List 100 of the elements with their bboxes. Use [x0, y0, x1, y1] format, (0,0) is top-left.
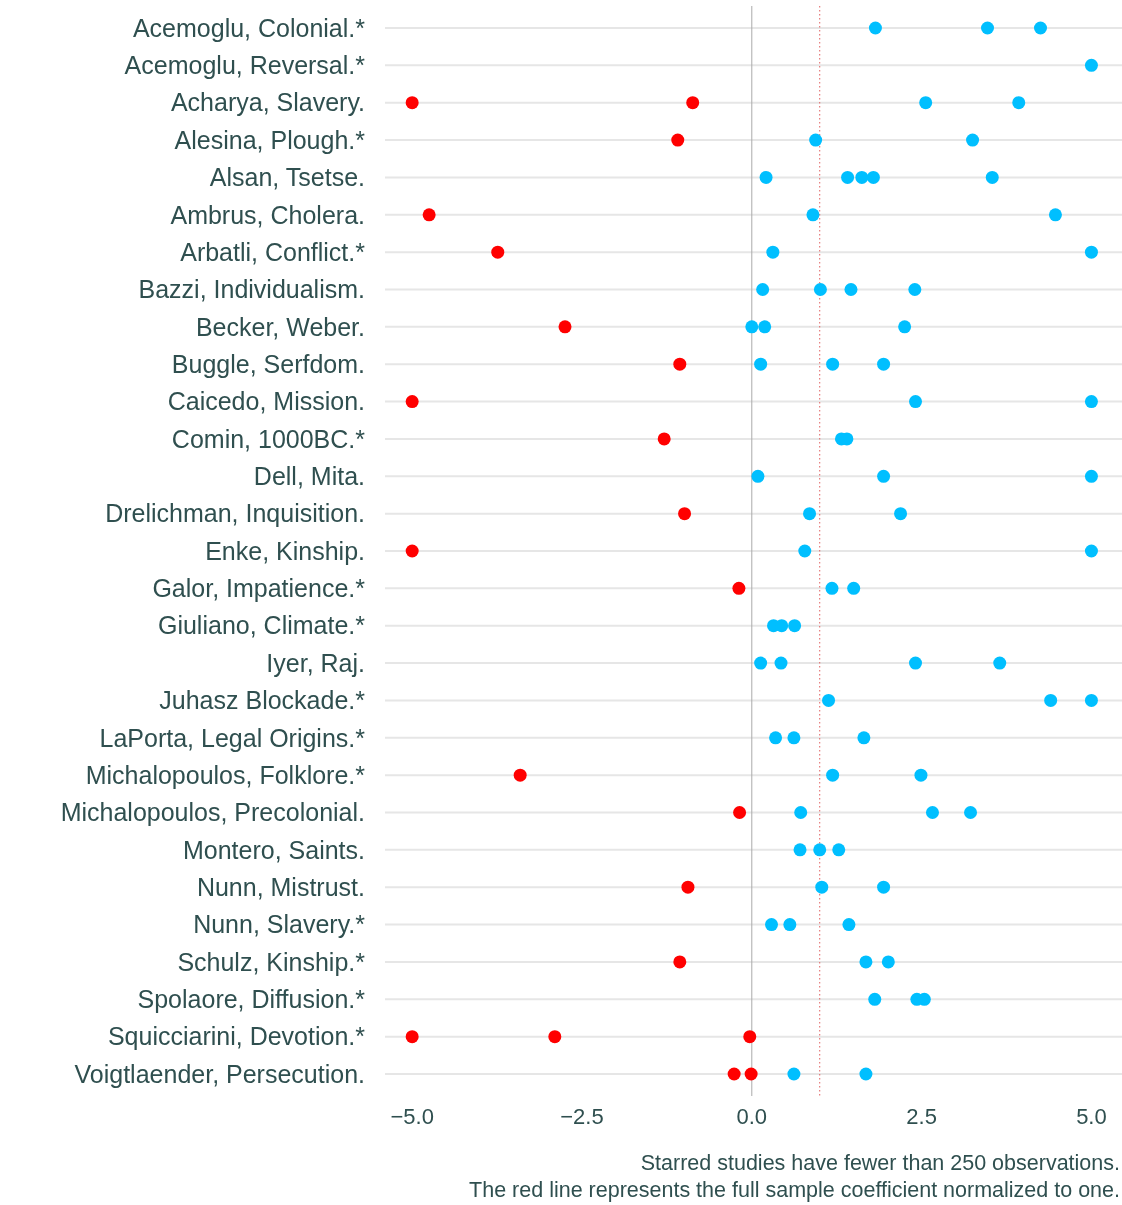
point [809, 133, 823, 147]
y-tick-label: Montero, Saints. [182, 835, 365, 864]
point [754, 357, 768, 371]
point [908, 283, 922, 296]
point [766, 245, 780, 259]
point [1033, 21, 1047, 35]
point [847, 581, 861, 595]
point [1084, 395, 1098, 409]
point [981, 21, 995, 35]
point [673, 357, 687, 371]
y-tick-label: Bazzi, Individualism. [138, 275, 365, 304]
point [985, 170, 999, 184]
point [422, 208, 436, 222]
point [898, 320, 912, 334]
point [803, 507, 817, 521]
point [787, 1067, 801, 1081]
point [914, 768, 928, 782]
point [657, 432, 671, 446]
point [794, 806, 808, 819]
point [405, 395, 419, 409]
y-tick-label: Acharya, Slavery. [170, 88, 365, 117]
point [841, 170, 855, 184]
x-tick-label: 5.0 [1076, 1104, 1107, 1129]
point [868, 21, 882, 35]
point [756, 283, 770, 296]
point [1044, 693, 1058, 707]
y-tick-label: Drelichman, Inquisition. [105, 499, 365, 528]
y-tick-label: Nunn, Mistrust. [196, 872, 365, 901]
point [815, 880, 829, 894]
y-tick-label: Buggle, Serfdom. [171, 349, 365, 378]
point [548, 1030, 562, 1044]
point [678, 507, 692, 521]
point [744, 1067, 758, 1081]
y-tick-label: Nunn, Slavery.* [193, 910, 366, 939]
y-tick-label: Michalopoulos, Folklore.* [85, 760, 366, 789]
point [775, 619, 789, 633]
point [877, 469, 891, 483]
y-tick-label: Juhasz Blockade.* [159, 686, 366, 715]
y-tick-label: Enke, Kinship. [205, 536, 365, 565]
x-tick-label: 2.5 [906, 1104, 937, 1129]
point [732, 581, 746, 595]
point [405, 96, 419, 110]
y-tick-label: Squicciarini, Devotion.* [107, 1022, 366, 1051]
point [806, 208, 820, 222]
x-tick-label: 0.0 [736, 1104, 768, 1129]
point [1084, 245, 1098, 259]
y-tick-label: Alesina, Plough.* [174, 125, 366, 154]
point [673, 955, 687, 969]
point [877, 357, 891, 371]
point [671, 133, 685, 147]
point [822, 693, 836, 707]
y-tick-label: Comin, 1000BC.* [171, 424, 366, 453]
point [859, 955, 873, 969]
y-tick-label: Voigtlaender, Persecution. [74, 1059, 365, 1088]
y-tick-label: Michalopoulos, Precolonial. [60, 798, 365, 827]
y-tick-label: Dell, Mita. [253, 462, 365, 491]
point [405, 1030, 419, 1044]
point [919, 96, 933, 110]
point [881, 955, 895, 969]
point [825, 581, 839, 595]
point [1084, 693, 1098, 707]
point [857, 731, 871, 745]
point [813, 283, 827, 296]
point [1048, 208, 1062, 222]
y-tick-label: Becker, Weber. [195, 312, 365, 341]
point [964, 806, 978, 819]
point [832, 843, 846, 857]
point [787, 731, 801, 745]
point [1084, 469, 1098, 483]
point [769, 731, 783, 745]
point [743, 1030, 757, 1044]
point [993, 656, 1007, 670]
point [513, 768, 527, 782]
point [754, 656, 768, 670]
point [783, 918, 797, 932]
y-tick-label: Arbatli, Conflict.* [180, 237, 366, 266]
x-tick-label: −5.0 [390, 1104, 434, 1129]
point [681, 880, 695, 894]
y-tick-label: Iyer, Raj. [266, 648, 365, 677]
y-tick-label: Spolaore, Diffusion.* [137, 985, 366, 1014]
point [859, 1067, 873, 1081]
point [745, 320, 759, 334]
point [558, 320, 572, 334]
point [842, 918, 856, 932]
point [798, 544, 812, 558]
y-tick-label: Schulz, Kinship.* [177, 947, 366, 976]
point [966, 133, 980, 147]
y-tick-label: Acemoglu, Reversal.* [124, 51, 366, 80]
y-tick-label: Giuliano, Climate.* [157, 611, 366, 640]
point [759, 170, 773, 184]
point [855, 170, 869, 184]
y-tick-label: Alsan, Tsetse. [209, 163, 365, 192]
point [751, 469, 765, 483]
point [826, 357, 840, 371]
point [909, 656, 922, 670]
point [894, 507, 908, 521]
point [788, 619, 802, 633]
text: Starred studies have fewer than 250 observations. [640, 1151, 1120, 1175]
y-tick-label: LaPorta, Legal Origins.* [99, 723, 366, 752]
point [758, 320, 772, 334]
